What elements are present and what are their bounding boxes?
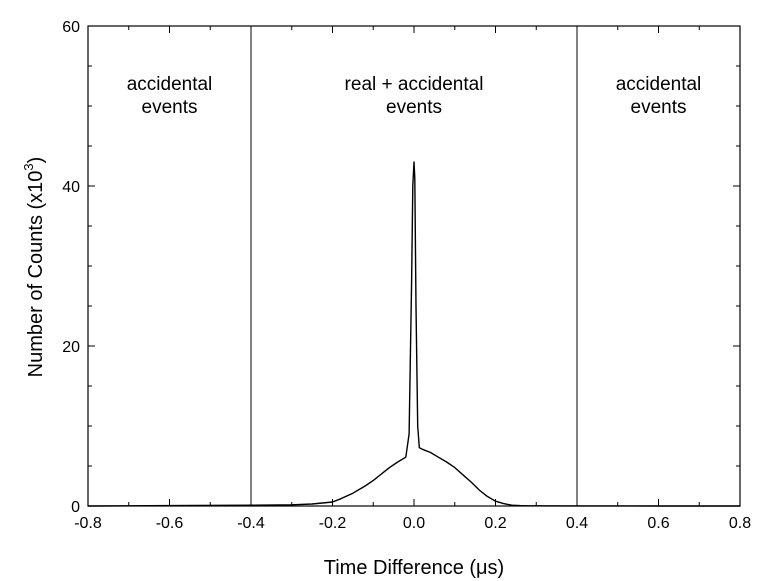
y-axis-title-prefix: Number of Counts (x10: [25, 171, 47, 378]
region-label-line: accidental: [616, 74, 702, 95]
y-axis-title-exponent: 3: [21, 163, 36, 170]
tick-labels: -0.8 -0.6 -0.4 -0.2 0.0 0.2 0.4 0.6 0.8 0 20 40 60: [62, 19, 751, 532]
x-tick-label: -0.2: [319, 515, 347, 532]
region-label-line: events: [631, 97, 687, 118]
x-tick-label: -0.4: [237, 515, 265, 532]
x-tick-label: 0.4: [566, 515, 588, 532]
y-tick-label: 0: [71, 499, 80, 516]
x-axis-title: Time Difference (μs): [324, 557, 504, 579]
region-label-2: real + accidental events: [345, 74, 484, 118]
y-tick-label: 20: [62, 339, 80, 356]
x-tick-label: 0.0: [403, 515, 425, 532]
region-label-line: accidental: [127, 74, 213, 95]
x-tick-label: -0.8: [74, 515, 102, 532]
x-tick-label: -0.6: [156, 515, 184, 532]
y-tick-label: 40: [62, 179, 80, 196]
region-label-line: events: [386, 97, 442, 118]
y-axis-title: Number of Counts (x103): [21, 157, 47, 378]
x-tick-label: 0.8: [729, 515, 751, 532]
region-label-line: events: [142, 97, 198, 118]
axis-ticks: [87, 25, 741, 507]
region-label-line: real + accidental: [345, 74, 484, 95]
series-line-1: [87, 161, 740, 507]
region-label-1: accidental events: [127, 74, 213, 118]
y-axis-title-suffix: ): [25, 157, 47, 164]
y-tick-label: 60: [62, 19, 80, 36]
x-tick-label: 0.2: [484, 515, 506, 532]
x-tick-label: 0.6: [647, 515, 669, 532]
region-label-3: accidental events: [616, 74, 702, 118]
